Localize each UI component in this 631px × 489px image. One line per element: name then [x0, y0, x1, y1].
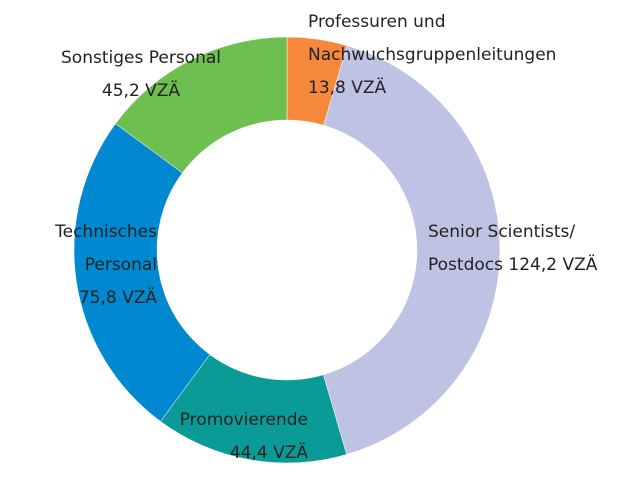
value-label: 75,8 VZÄ — [78, 288, 157, 308]
slice-label: Senior Scientists/ Postdocs 124,2 VZÄ — [428, 216, 628, 282]
value-label: 44,4 VZÄ — [229, 443, 308, 463]
value-label: 13,8 VZÄ — [308, 78, 387, 98]
category-name: Senior Scientists/ Postdocs — [428, 222, 576, 275]
donut-segment — [73, 123, 211, 422]
category-name: Sonstiges Personal — [61, 48, 221, 68]
category-name: Technisches Personal — [55, 222, 157, 275]
value-label: 45,2 VZÄ — [101, 81, 181, 101]
donut-segment — [323, 45, 501, 455]
slice-label: Promovierende 44,4 VZÄ — [140, 404, 308, 470]
value-label: 124,2 VZÄ — [508, 255, 598, 275]
donut-segment — [115, 36, 288, 174]
category-name: Professuren und Nachwuchsgruppenleitunge… — [308, 12, 557, 65]
category-name: Promovierende — [179, 410, 308, 430]
slice-label: Sonstiges Personal 45,2 VZÄ — [30, 42, 252, 108]
slice-label: Professuren und Nachwuchsgruppenleitunge… — [308, 6, 608, 105]
slice-label: Technisches Personal 75,8 VZÄ — [0, 216, 157, 315]
